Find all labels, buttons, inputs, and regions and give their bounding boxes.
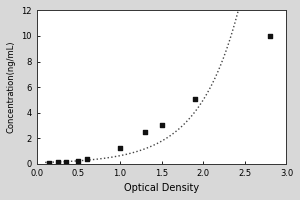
- Point: [159, 124, 164, 127]
- Point: [64, 161, 68, 164]
- Point: [193, 97, 197, 100]
- Point: [267, 34, 272, 38]
- Point: [55, 161, 60, 164]
- Point: [76, 159, 81, 163]
- Point: [84, 157, 89, 160]
- Y-axis label: Concentration(ng/mL): Concentration(ng/mL): [7, 41, 16, 133]
- Point: [47, 161, 52, 165]
- Point: [118, 147, 122, 150]
- Point: [142, 130, 147, 133]
- X-axis label: Optical Density: Optical Density: [124, 183, 199, 193]
